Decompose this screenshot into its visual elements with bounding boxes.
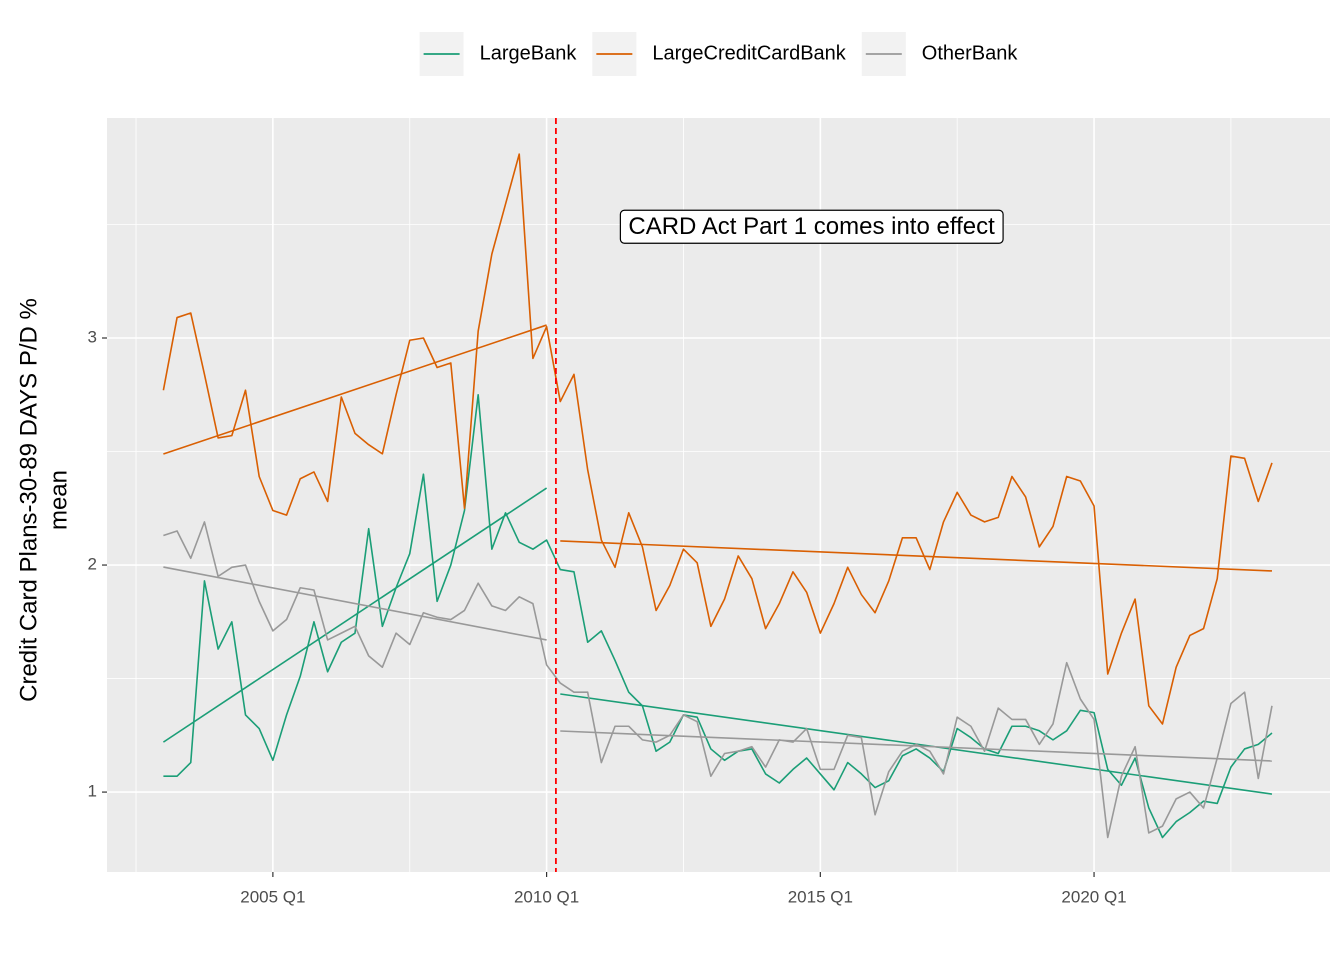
trend-line <box>560 730 1273 762</box>
legend-label: LargeBank <box>480 42 578 64</box>
series-line <box>163 393 1273 839</box>
y-axis-title: mean <box>45 470 72 530</box>
y-axis-title: Credit Card Plans-30-89 DAYS P/D % <box>15 298 42 702</box>
trend-line <box>163 324 547 455</box>
trend-line <box>163 566 547 641</box>
x-tick-label: 2020 Q1 <box>1061 887 1126 906</box>
legend-label: LargeCreditCardBank <box>652 42 846 64</box>
legend: LargeBank LargeCreditCardBank OtherBank <box>419 32 1019 76</box>
legend-label: OtherBank <box>922 42 1019 64</box>
y-tick-label: 3 <box>88 327 97 346</box>
x-tick-label: 2015 Q1 <box>788 887 853 906</box>
series-line <box>163 521 1273 839</box>
y-tick-label: 1 <box>88 782 97 801</box>
annotation-box <box>619 209 1004 244</box>
annotation-text: CARD Act Part 1 comes into effect <box>628 213 995 240</box>
series-line <box>162 153 1273 725</box>
trend-line <box>560 540 1273 572</box>
annotation: CARD Act Part 1 comes into effect <box>619 209 1004 244</box>
x-tick-label: 2010 Q1 <box>514 887 579 906</box>
y-tick-label: 2 <box>88 555 97 574</box>
trend-line <box>162 487 548 743</box>
x-tick-label: 2005 Q1 <box>240 887 305 906</box>
